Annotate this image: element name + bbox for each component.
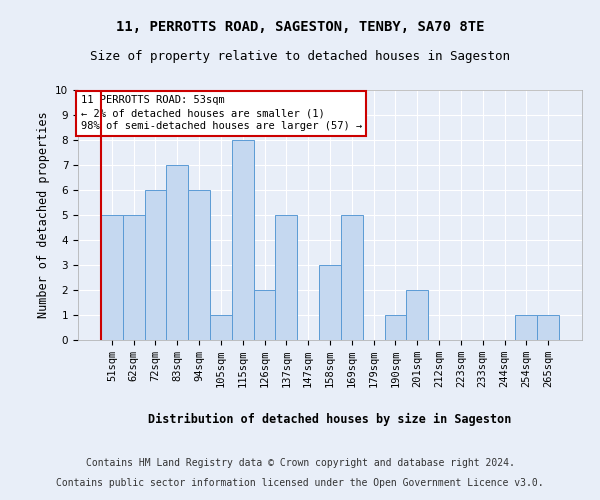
Text: 11, PERROTTS ROAD, SAGESTON, TENBY, SA70 8TE: 11, PERROTTS ROAD, SAGESTON, TENBY, SA70…: [116, 20, 484, 34]
Text: Contains public sector information licensed under the Open Government Licence v3: Contains public sector information licen…: [56, 478, 544, 488]
Y-axis label: Number of detached properties: Number of detached properties: [37, 112, 50, 318]
Text: Contains HM Land Registry data © Crown copyright and database right 2024.: Contains HM Land Registry data © Crown c…: [86, 458, 514, 468]
Text: 11 PERROTTS ROAD: 53sqm
← 2% of detached houses are smaller (1)
98% of semi-deta: 11 PERROTTS ROAD: 53sqm ← 2% of detached…: [80, 95, 362, 132]
Bar: [232, 140, 254, 340]
Bar: [123, 215, 145, 340]
Text: Size of property relative to detached houses in Sageston: Size of property relative to detached ho…: [90, 50, 510, 63]
Bar: [319, 265, 341, 340]
Bar: [166, 165, 188, 340]
Text: Distribution of detached houses by size in Sageston: Distribution of detached houses by size …: [148, 412, 512, 426]
Bar: [275, 215, 297, 340]
Bar: [515, 315, 537, 340]
Bar: [188, 190, 210, 340]
Bar: [537, 315, 559, 340]
Bar: [254, 290, 275, 340]
Bar: [101, 215, 123, 340]
Bar: [145, 190, 166, 340]
Bar: [210, 315, 232, 340]
Bar: [406, 290, 428, 340]
Bar: [341, 215, 363, 340]
Bar: [385, 315, 406, 340]
